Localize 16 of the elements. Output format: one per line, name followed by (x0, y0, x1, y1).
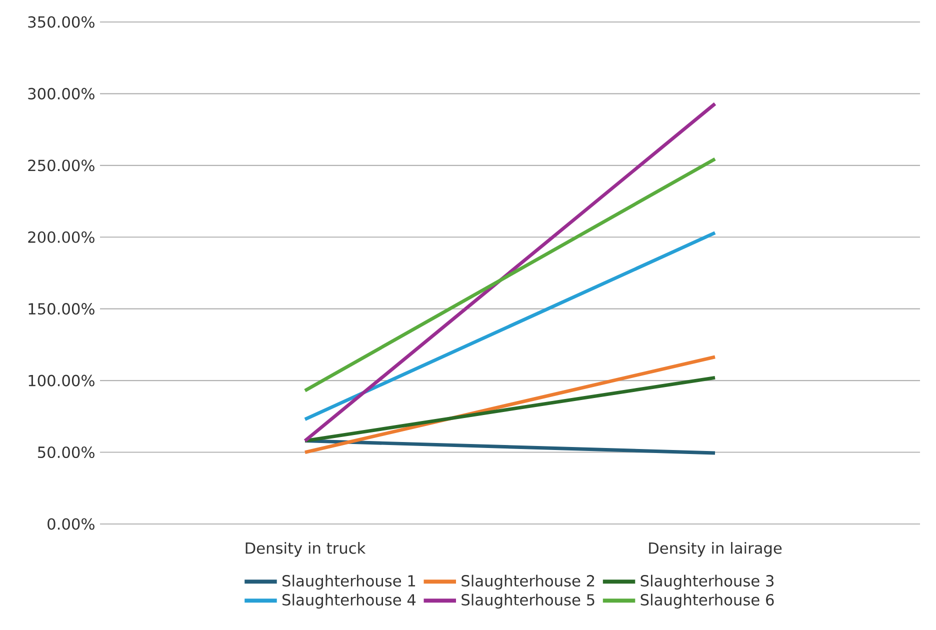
x-tick-label: Density in truck (246, 542, 366, 557)
legend-label: Slaughterhouse 4 (282, 594, 416, 609)
legend-label: Slaughterhouse 6 (640, 594, 774, 609)
y-tick-label: 150.00% (28, 303, 94, 315)
y-tick-label: 250.00% (28, 160, 94, 172)
y-tick-label: 100.00% (28, 374, 94, 386)
y-tick-label: 350.00% (28, 16, 94, 28)
legend-label: Slaughterhouse 5 (462, 594, 594, 609)
x-tick-label: Density in lairage (649, 542, 782, 557)
legend-label: Slaughterhouse 2 (462, 574, 594, 590)
legend-label: Slaughterhouse 3 (640, 574, 774, 590)
y-tick-label: 200.00% (28, 231, 94, 243)
y-tick-label: 300.00% (28, 88, 94, 100)
y-tick-label: 0.00% (48, 518, 94, 530)
legend-label: Slaughterhouse 1 (282, 574, 416, 590)
y-tick-label: 50.00% (38, 446, 94, 458)
